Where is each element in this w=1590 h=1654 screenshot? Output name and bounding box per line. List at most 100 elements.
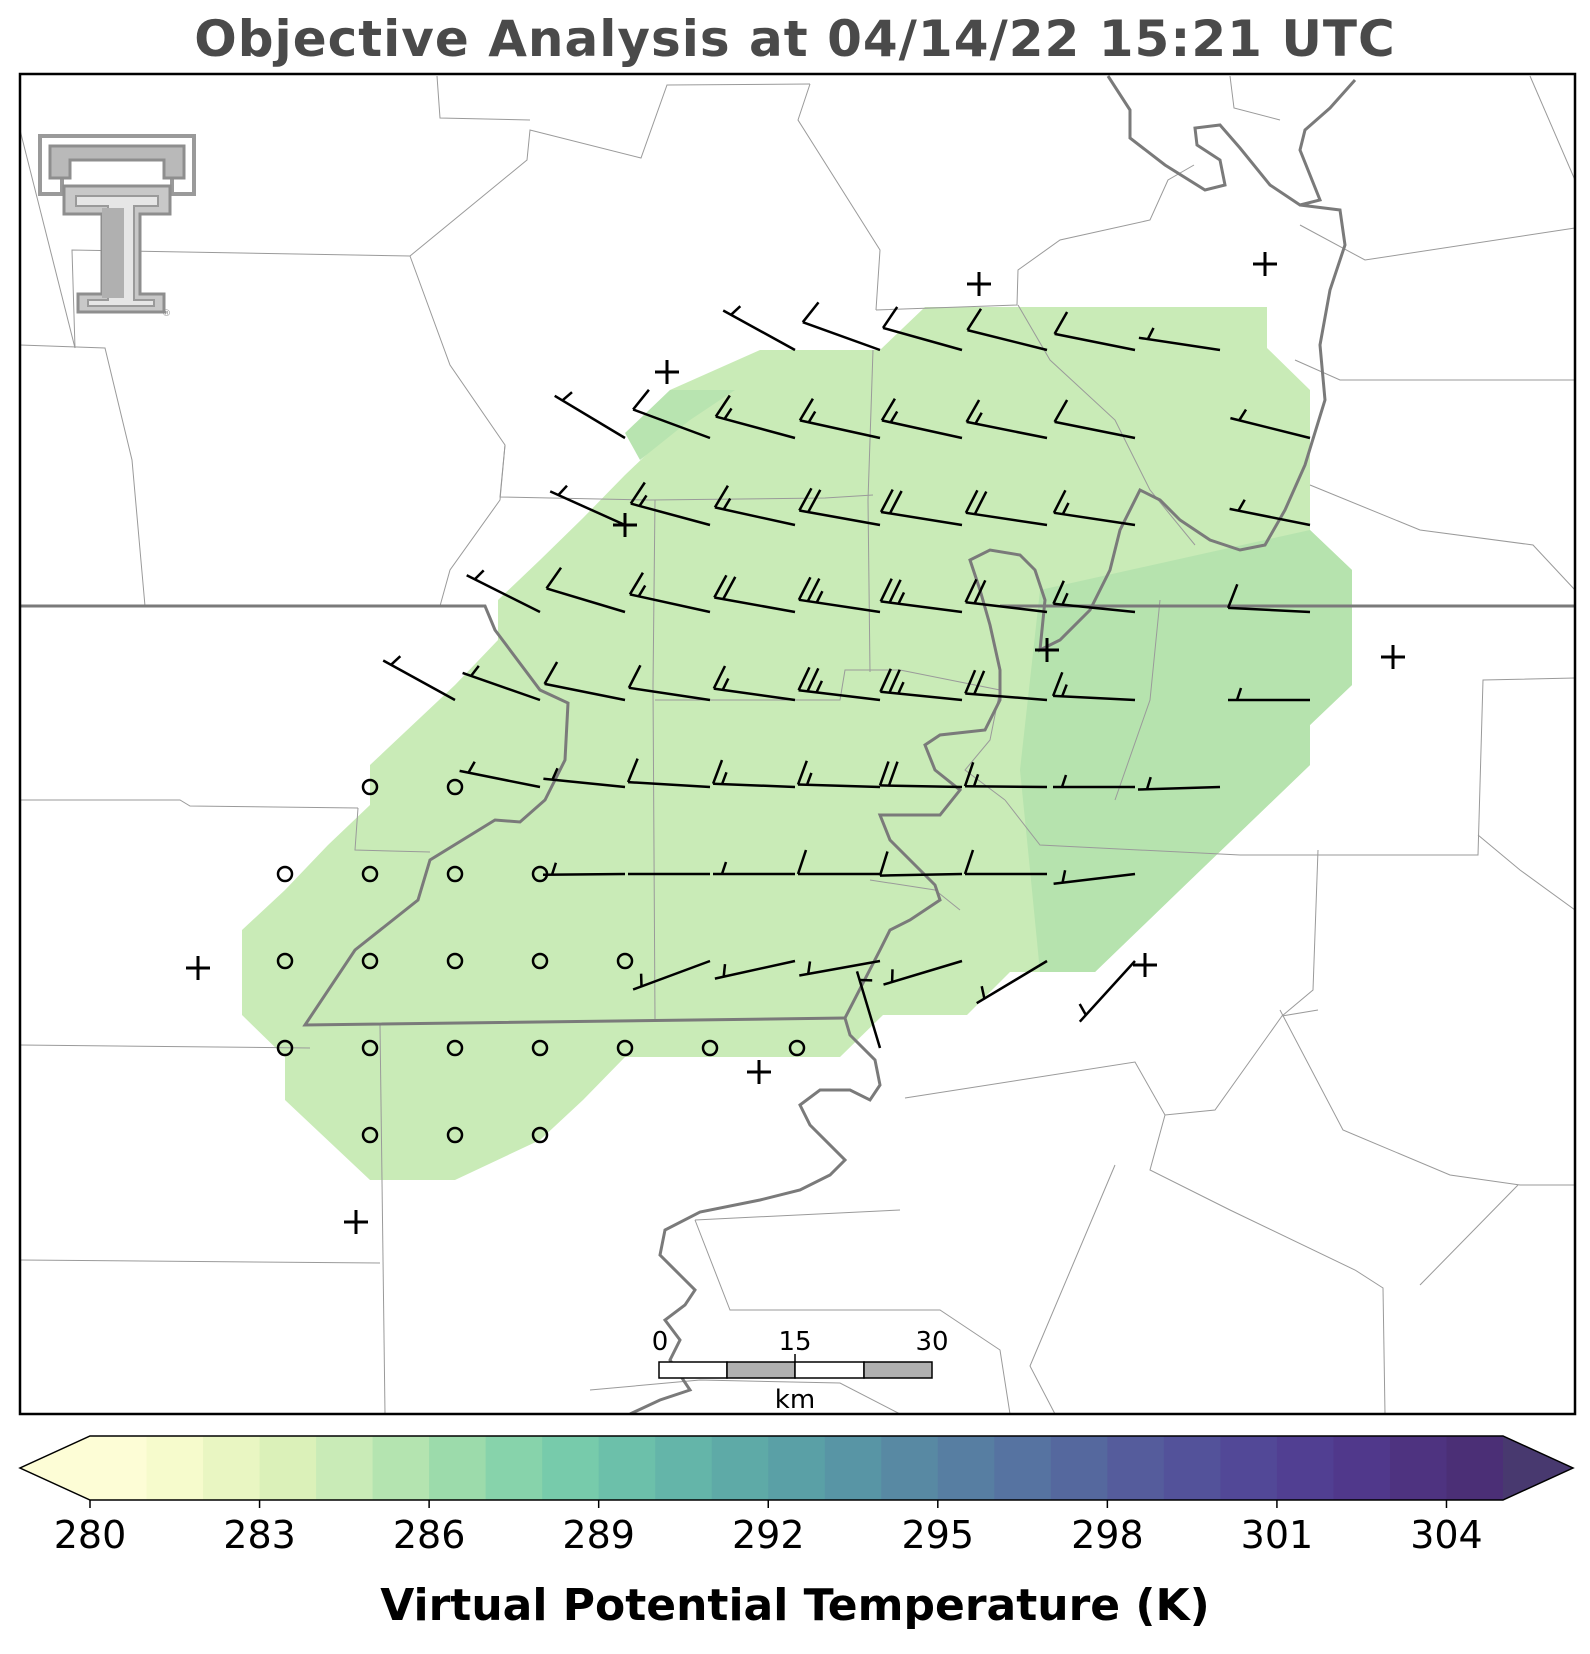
wind-barb-stroke — [713, 485, 729, 509]
wind-barb-stroke — [965, 600, 1048, 614]
colorbar-swatch — [655, 1436, 713, 1500]
wind-barb-stroke — [626, 758, 639, 783]
wind-barb-stroke — [798, 598, 881, 614]
wind-barb-stroke — [881, 306, 899, 329]
colorbar-extend-low — [20, 1436, 90, 1500]
calm-wind-circle — [616, 1039, 634, 1057]
station-plus — [747, 1060, 771, 1084]
wind-barb-stroke — [887, 761, 899, 786]
wind-barb-stroke — [973, 579, 987, 604]
wind-barb-stroke — [797, 666, 811, 691]
colorbar-tick-label: 295 — [902, 1513, 975, 1557]
wind-barb-stroke — [550, 862, 558, 876]
wind-barb-stroke — [545, 566, 563, 590]
wind-barb-stroke — [966, 308, 983, 331]
colorbar-swatch — [1163, 1436, 1221, 1500]
wind-barb-stroke — [551, 767, 559, 781]
wind-barb-stroke — [542, 872, 626, 877]
wind-barb-stroke — [1226, 583, 1239, 609]
wind-barb-stroke — [714, 959, 796, 980]
colorbar-swatch — [1107, 1436, 1165, 1500]
state-borders — [20, 75, 1575, 1414]
colorbar — [18, 1435, 1575, 1501]
scale-tick-30: 30 — [915, 1327, 948, 1357]
colorbar-swatch — [485, 1436, 543, 1500]
wind-barb-stroke — [630, 502, 711, 527]
wind-barb-stroke — [965, 511, 1048, 527]
calm-wind-circle — [446, 865, 464, 883]
calm-wind-circle — [276, 952, 294, 970]
colorbar-swatch — [1050, 1436, 1108, 1500]
wind-barb-stroke — [963, 761, 975, 787]
wind-barb-stroke — [972, 773, 980, 787]
calm-wind-circle — [446, 1039, 464, 1057]
wind-barb-stroke — [628, 780, 711, 789]
wind-barb-stroke — [964, 578, 978, 603]
wind-barb-stroke — [721, 677, 730, 691]
wind-barb-stroke — [897, 681, 905, 695]
wind-barb-stroke — [1238, 408, 1248, 421]
wind-barb-stroke — [889, 410, 899, 423]
wind-barb-stroke — [1137, 785, 1221, 791]
wind-barb-stroke — [801, 301, 820, 323]
wind-barb-stroke — [628, 686, 711, 702]
wind-barb-stroke — [1060, 684, 1068, 697]
wind-barb-stroke — [629, 481, 646, 505]
wind-barb-stroke — [1228, 606, 1311, 614]
station-plus — [967, 272, 991, 296]
wind-barb-stroke — [880, 398, 896, 422]
wind-barb-stroke — [713, 574, 728, 599]
wind-barb-stroke — [805, 772, 813, 786]
wind-barb-stroke — [964, 489, 979, 514]
station-plus — [1253, 252, 1277, 276]
calm-wind-circle — [276, 865, 294, 883]
wind-barb-stroke — [802, 321, 881, 352]
wind-barb-stroke — [796, 849, 808, 875]
wind-barb-stroke — [965, 692, 1048, 702]
wind-barb-stroke — [711, 759, 724, 785]
wind-barb-stroke — [965, 399, 981, 423]
wind-barb-stroke — [980, 985, 986, 999]
wind-barb-stroke — [963, 849, 975, 875]
wind-barb-stroke — [722, 309, 796, 352]
colorbar-swatch — [1276, 1436, 1335, 1500]
wind-barb-stroke — [1053, 694, 1136, 702]
wind-barb-stroke — [1053, 399, 1069, 423]
analysis-region-nw — [625, 390, 735, 460]
colorbar-ticks: 280 283 286 289 292 295 298 301 304 — [54, 1500, 1483, 1557]
wind-barb-stroke — [1054, 420, 1136, 440]
wind-barb-stroke — [1061, 592, 1069, 606]
colorbar-swatch — [881, 1436, 939, 1500]
wind-barb-stroke — [382, 659, 456, 702]
colorbar-swatch — [429, 1436, 487, 1500]
wind-barb-stroke — [888, 490, 903, 515]
wind-barb-stroke — [976, 959, 1048, 1005]
wind-barb-stroke — [973, 491, 988, 515]
wind-barb-stroke — [722, 963, 727, 977]
scale-tick-15: 15 — [778, 1327, 811, 1357]
station-plus-markers — [186, 252, 1405, 1234]
wind-barb-stroke — [1051, 671, 1064, 697]
wind-barb-stroke — [1052, 580, 1065, 605]
colorbar-tick-label: 292 — [732, 1513, 805, 1557]
colorbar-swatch — [598, 1436, 656, 1500]
calm-wind-circle — [361, 952, 379, 970]
colorbar-swatch — [1446, 1436, 1504, 1500]
wind-barb-stroke — [879, 872, 963, 877]
wind-barb-stroke — [632, 389, 650, 411]
wind-barb-stroke — [882, 326, 963, 352]
wind-barb-stroke — [470, 665, 480, 677]
wind-barb-stroke — [715, 415, 796, 440]
wind-barb-stroke — [1229, 507, 1311, 527]
wind-barb-stroke — [888, 579, 902, 604]
wind-barb-stroke — [1061, 870, 1067, 883]
calm-wind-circle — [616, 952, 634, 970]
calm-wind-circle — [701, 1039, 719, 1057]
wind-barb-stroke — [714, 394, 731, 418]
colorbar-label: Virtual Potential Temperature (K) — [380, 1580, 1210, 1631]
wind-barb-stroke — [883, 959, 963, 986]
colorbar-swatch — [1333, 1436, 1391, 1500]
calm-wind-circle — [788, 1039, 806, 1057]
wind-barb-stroke — [720, 861, 728, 875]
